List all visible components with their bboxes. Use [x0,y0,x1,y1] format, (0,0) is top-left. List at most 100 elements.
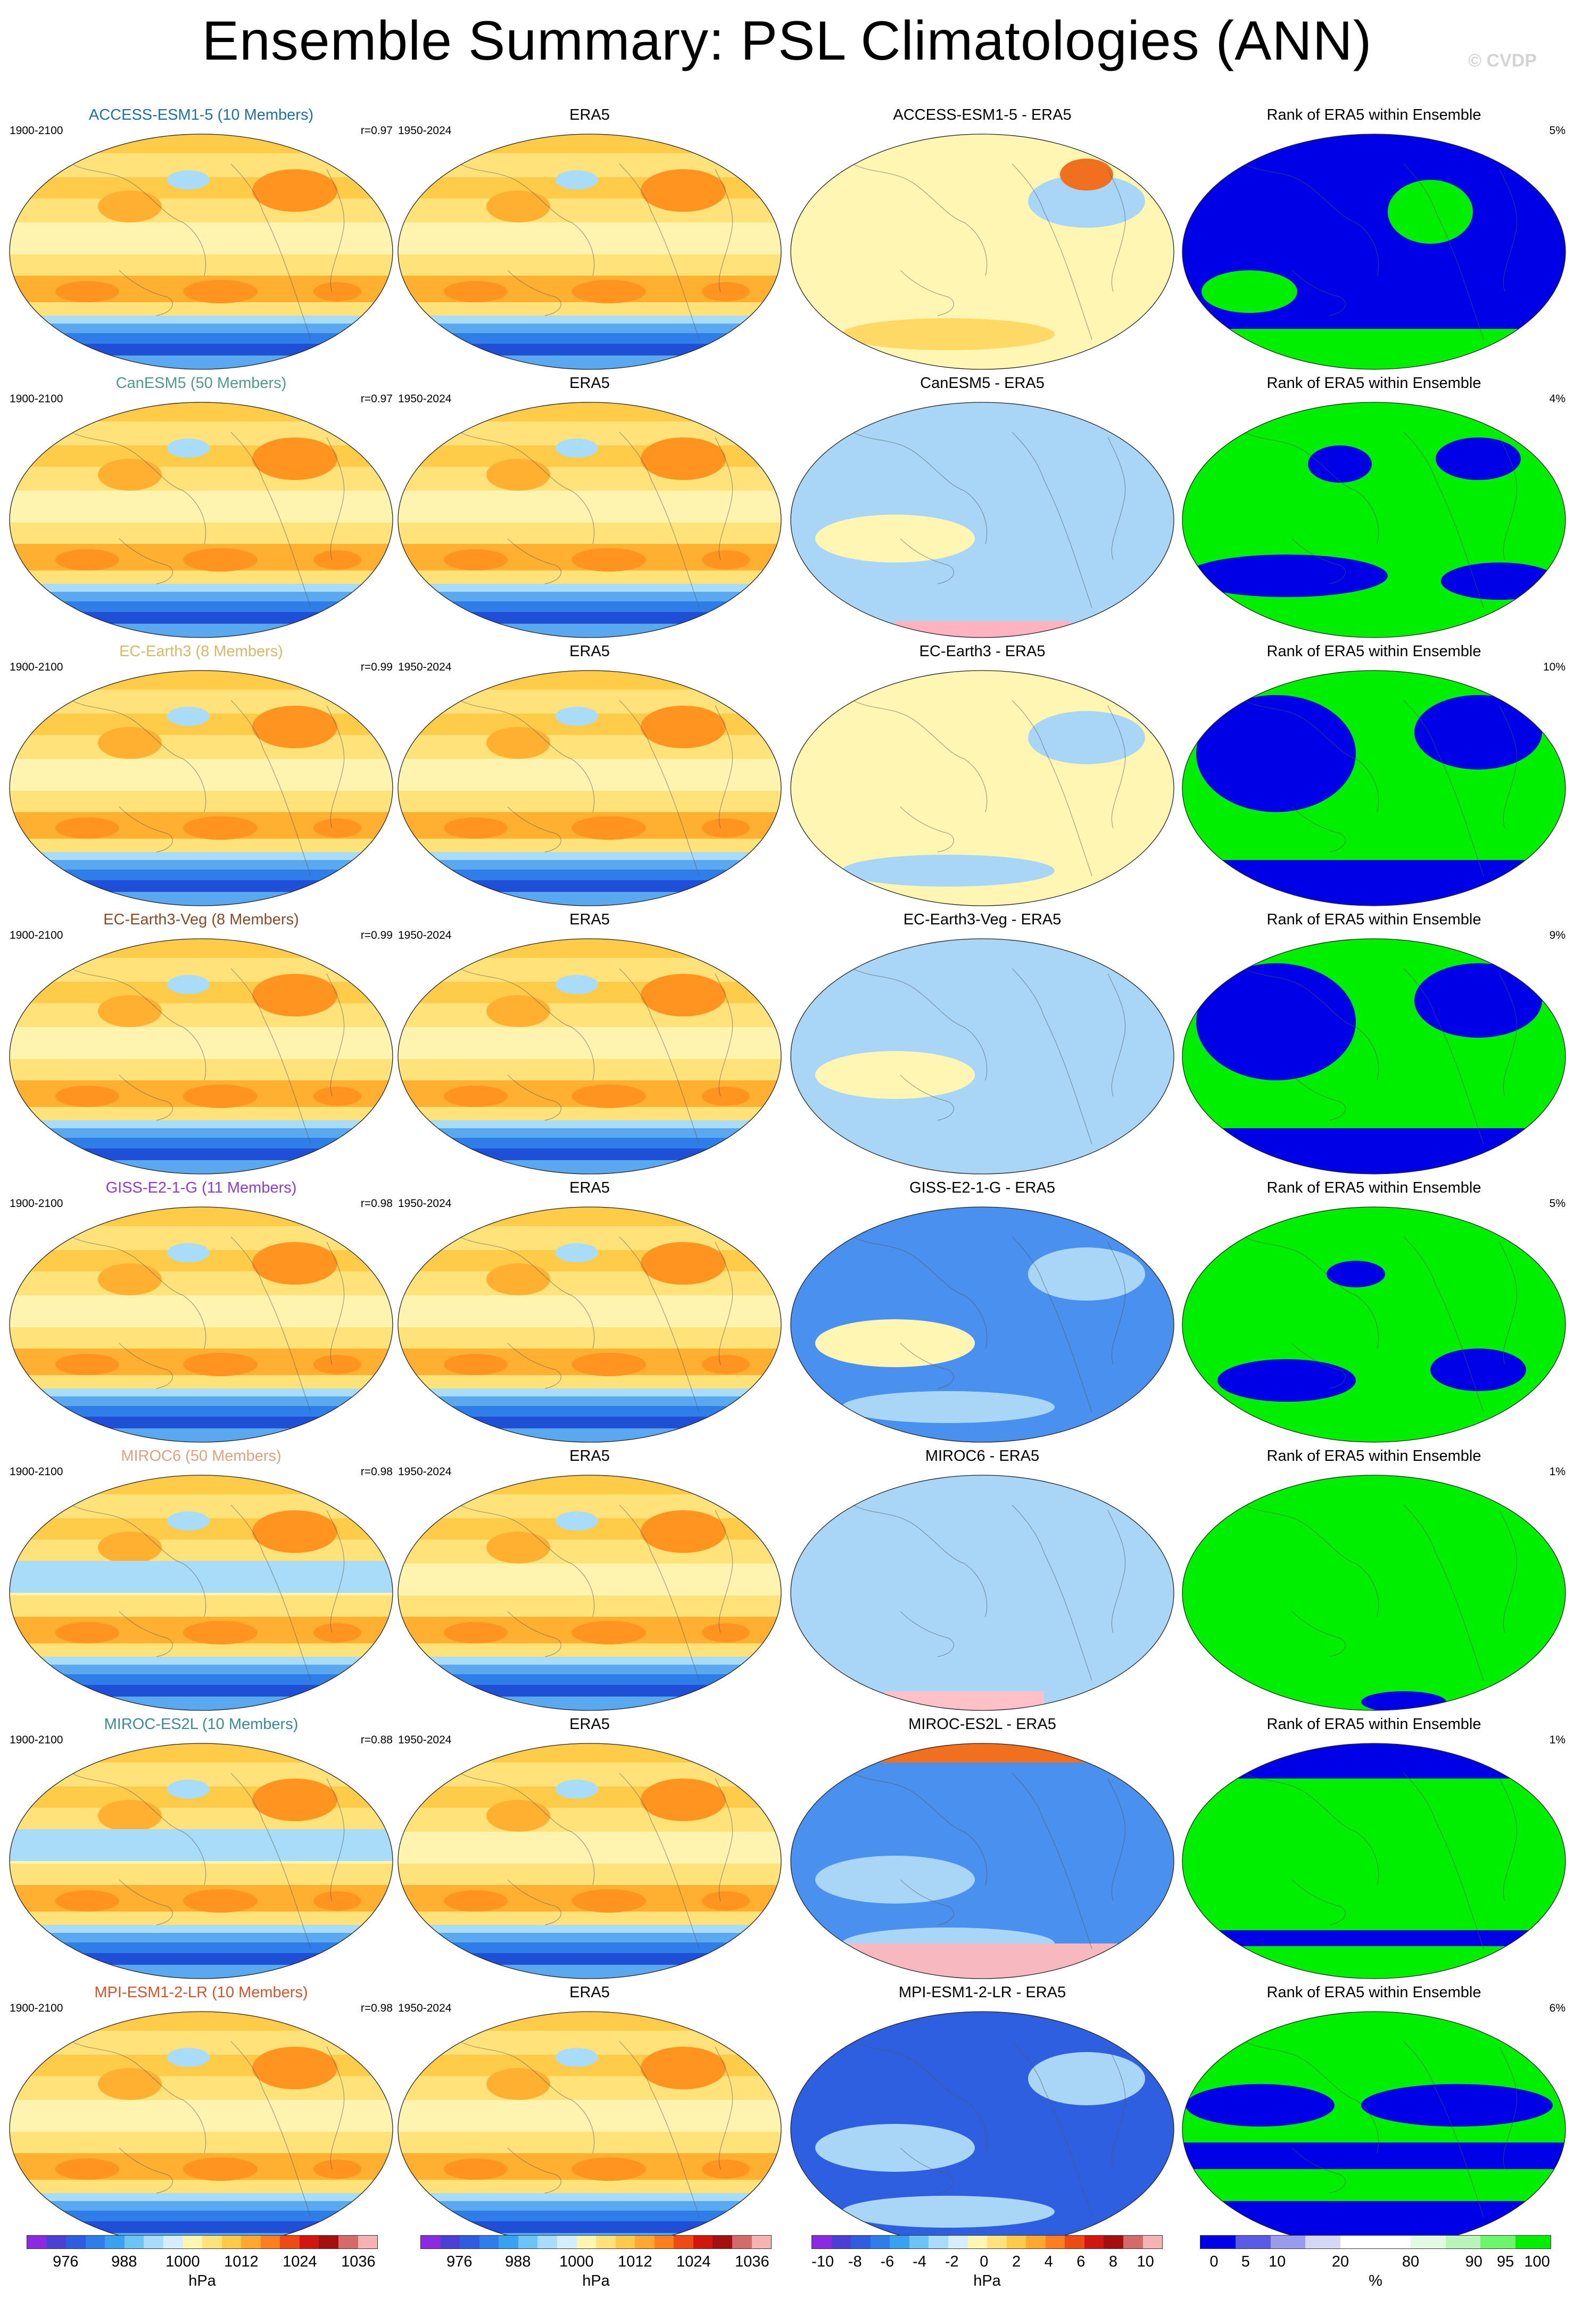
era5-map [397,1743,782,1979]
colorbar-swatch [460,2236,479,2248]
era5-map [397,402,782,638]
difference-title: MIROC6 - ERA5 [925,1448,1040,1465]
era5-years: 1950-2024 [398,661,452,673]
colorbar-tick-label: 988 [111,2253,137,2270]
colorbar-swatch [46,2236,67,2248]
model-map [9,938,393,1175]
rank-panel: Rank of ERA5 within Ensemble 10% [1180,643,1568,909]
colorbar: 0 5 10 20 80 90 95 100% [1200,2235,1551,2294]
colorbar-swatch [338,2236,358,2248]
rank-title: Rank of ERA5 within Ensemble [1266,375,1481,392]
colorbar-strip [1200,2235,1551,2249]
model-panel: ACCESS-ESM1-5 (10 Members) 1900-2100 r=0.9… [7,106,395,373]
diff-map [790,1475,1174,1711]
pattern-correlation: r=0.98 [360,1197,393,1210]
colorbar-swatch [1410,2236,1446,2248]
colorbar-swatch [967,2236,988,2248]
colorbar-swatch [1270,2236,1306,2248]
colorbar-swatch [654,2236,674,2248]
colorbar-tick-label: 0 [1210,2253,1219,2270]
colorbar-strip [27,2235,378,2249]
era5-years: 1950-2024 [398,2002,452,2014]
difference-title: MIROC-ES2L - ERA5 [908,1716,1056,1733]
colorbar-tick-label: 1012 [224,2253,259,2270]
era5-map [397,134,782,370]
colorbar-tick-label: -10 [811,2253,834,2270]
colorbar-swatch [596,2236,616,2248]
colorbar-tick-label: 8 [1108,2253,1118,2270]
colorbar-swatch [1045,2236,1065,2248]
rank-map [1182,2011,1566,2247]
era5-years: 1950-2024 [398,929,452,941]
colorbar-swatch [358,2236,378,2248]
colorbar-swatch [1123,2236,1143,2248]
colorbar-tick-label: 1036 [341,2253,376,2270]
era5-map [397,1475,782,1711]
rank-map [1182,1743,1566,1979]
rank-title: Rank of ERA5 within Ensemble [1266,1716,1481,1733]
colorbar-swatch [105,2236,125,2248]
colorbar-swatch [1084,2236,1104,2248]
rank-panel: Rank of ERA5 within Ensemble 5% [1180,1179,1568,1445]
difference-title: EC-Earth3 - ERA5 [919,643,1046,660]
colorbar-swatch [1445,2236,1481,2248]
colorbar-tick-label: 1012 [618,2253,652,2270]
rank-percent: 5% [1549,1197,1565,1210]
model-years: 1900-2100 [10,393,63,405]
colorbar-swatch [124,2236,144,2248]
era5-map [397,1206,782,1443]
rank-title: Rank of ERA5 within Ensemble [1266,1984,1481,2001]
colorbar-swatch [440,2236,460,2248]
difference-title: EC-Earth3-Veg - ERA5 [903,911,1062,928]
rank-map [1182,1206,1566,1443]
colorbar-strip [420,2235,772,2249]
colorbar-unit: hPa [582,2272,610,2289]
diff-map [790,938,1174,1175]
model-panel: EC-Earth3 (8 Members) 1900-2100 r=0.99 [7,643,395,909]
era5-title: ERA5 [569,1984,610,2001]
colorbar-tick-label: 0 [980,2253,989,2270]
colorbar-swatch [831,2236,851,2248]
model-map [9,402,393,638]
colorbar-tick-label: 1024 [676,2253,711,2270]
diff-map [790,134,1174,370]
colorbar-swatch [1026,2236,1046,2248]
colorbar-swatch [1104,2236,1123,2248]
model-years: 1900-2100 [10,1734,63,1746]
colorbar-tick-label: 10 [1269,2253,1286,2270]
model-title: MIROC-ES2L (10 Members) [104,1716,299,1733]
difference-title: MPI-ESM1-2-LR - ERA5 [898,1984,1066,2001]
colorbar-tick-label: -4 [913,2253,926,2270]
era5-map [397,670,782,906]
rank-title: Rank of ERA5 within Ensemble [1266,911,1481,928]
model-map [9,670,393,906]
model-panel: MIROC6 (50 Members) 1900-2100 r=0.98 [7,1448,395,1714]
colorbar-unit: % [1369,2272,1382,2289]
rank-map [1182,670,1566,906]
era5-years: 1950-2024 [398,1197,452,1210]
difference-panel: MIROC6 - ERA5 [789,1448,1176,1714]
colorbar-swatch [518,2236,538,2248]
colorbar-tick-label: 4 [1044,2253,1053,2270]
model-title: EC-Earth3-Veg (8 Members) [103,911,299,928]
colorbar-swatch [576,2236,597,2248]
rank-panel: Rank of ERA5 within Ensemble 6% [1180,1984,1568,2250]
colorbar-tick-label: 10 [1137,2253,1154,2270]
difference-panel: GISS-E2-1-G - ERA5 [789,1179,1176,1445]
era5-years: 1950-2024 [398,1734,452,1746]
pattern-correlation: r=0.97 [360,393,393,405]
diff-map [790,670,1174,906]
colorbar-swatch [85,2236,105,2248]
colorbar-tick-label: 976 [446,2253,473,2270]
era5-panel: ERA5 1950-2024 [396,1179,783,1445]
rank-panel: Rank of ERA5 within Ensemble 1% [1180,1716,1568,1982]
era5-panel: ERA5 1950-2024 [396,1448,783,1714]
rank-panel: Rank of ERA5 within Ensemble 5% [1180,106,1568,373]
colorbar-swatch [851,2236,871,2248]
rank-percent: 6% [1549,2002,1565,2014]
colorbar-swatch [499,2236,518,2248]
colorbar-tick-label: -8 [848,2253,862,2270]
colorbar-unit: hPa [973,2272,1001,2289]
rank-title: Rank of ERA5 within Ensemble [1266,1448,1481,1465]
era5-title: ERA5 [569,911,610,928]
